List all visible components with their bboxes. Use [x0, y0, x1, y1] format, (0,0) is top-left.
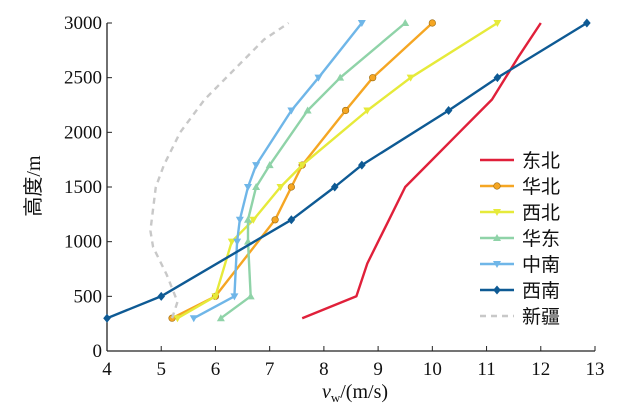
data-point-西南 — [493, 285, 501, 295]
x-tick-label: 13 — [586, 359, 605, 380]
data-point-西南 — [358, 160, 366, 170]
legend-label: 新疆 — [522, 306, 560, 328]
data-point-华东 — [216, 314, 225, 322]
series-华东 — [216, 19, 410, 322]
data-point-西北 — [173, 315, 182, 323]
y-tick-label: 2500 — [64, 68, 102, 89]
y-tick-label: 0 — [93, 341, 103, 362]
legend-item-西北: 西北 — [480, 202, 560, 224]
series-line-新疆 — [149, 22, 290, 319]
data-point-西北 — [406, 74, 415, 82]
data-point-华北 — [287, 183, 295, 191]
data-point-华东 — [493, 234, 501, 241]
data-point-华北 — [428, 19, 436, 27]
data-point-华东 — [252, 183, 261, 190]
data-point-中南 — [287, 107, 296, 115]
legend-label: 西北 — [522, 202, 560, 224]
series-line-西北 — [176, 21, 499, 320]
data-point-西北 — [249, 216, 258, 224]
series-西南 — [103, 18, 591, 323]
series-东北 — [301, 22, 542, 320]
legend-label: 华北 — [522, 176, 560, 198]
legend-item-东北: 东北 — [480, 150, 560, 172]
data-point-华东 — [243, 215, 252, 223]
data-point-西南 — [583, 18, 591, 28]
x-tick-label: 5 — [156, 359, 166, 380]
data-point-华北 — [271, 216, 279, 224]
legend-item-西南: 西南 — [480, 280, 560, 302]
legend-item-华东: 华东 — [480, 228, 560, 250]
data-point-华东 — [336, 73, 345, 81]
data-point-中南 — [357, 20, 366, 27]
y-tick-label: 500 — [74, 286, 103, 307]
series-layer — [103, 18, 591, 323]
x-tick-label: 10 — [423, 359, 442, 380]
data-point-中南 — [314, 74, 323, 82]
data-point-中南 — [243, 184, 252, 191]
y-axis-label: 高度/m — [22, 155, 45, 217]
x-tick-label: 6 — [211, 359, 221, 380]
data-point-中南 — [230, 293, 239, 301]
series-华北 — [168, 19, 436, 322]
series-中南 — [189, 20, 366, 323]
legend-label: 中南 — [522, 254, 560, 276]
data-point-西北 — [276, 184, 285, 191]
series-line-中南 — [193, 22, 363, 320]
legend-label: 东北 — [522, 150, 560, 172]
data-point-西北 — [493, 209, 501, 216]
data-point-华北 — [493, 182, 501, 190]
data-point-西南 — [444, 105, 453, 115]
series-新疆 — [149, 22, 290, 319]
data-point-西北 — [363, 107, 372, 115]
data-point-华北 — [369, 74, 377, 82]
data-point-西南 — [103, 313, 111, 323]
x-tick-label: 9 — [373, 359, 383, 380]
data-point-华东 — [246, 292, 255, 300]
axes: 4 5 6 7 8 9 10 11 12 13 0 500 1000 1500 2000 2500 3000 — [64, 13, 605, 380]
x-tick-label: 7 — [265, 359, 275, 380]
data-point-中南 — [233, 238, 242, 246]
legend-item-华北: 华北 — [480, 176, 560, 198]
series-line-华东 — [220, 22, 406, 320]
x-axis-label: vw/(m/s) — [322, 381, 388, 405]
data-point-中南 — [252, 162, 261, 170]
y-tick-label: 3000 — [64, 13, 102, 34]
series-西北 — [173, 20, 502, 323]
data-point-西北 — [493, 20, 502, 27]
data-point-华北 — [341, 106, 350, 115]
x-tick-label: 4 — [102, 359, 112, 380]
data-point-西北 — [227, 238, 236, 246]
data-point-西北 — [211, 293, 220, 301]
y-tick-label: 1000 — [64, 232, 102, 253]
series-line-西南 — [106, 21, 588, 320]
data-point-西北 — [298, 162, 307, 170]
data-point-西南 — [157, 291, 166, 301]
series-line-华北 — [171, 22, 434, 320]
series-line-东北 — [301, 22, 542, 320]
y-tick-label: 2000 — [64, 122, 102, 143]
data-point-中南 — [235, 216, 244, 224]
legend-label: 华东 — [522, 228, 560, 250]
legend-item-中南: 中南 — [480, 254, 560, 276]
data-point-华东 — [303, 106, 312, 114]
data-point-西南 — [493, 73, 502, 83]
x-tick-label: 11 — [477, 359, 495, 380]
data-point-中南 — [189, 315, 198, 323]
x-tick-label: 12 — [531, 359, 550, 380]
legend-label: 西南 — [522, 280, 560, 302]
x-tick-label: 8 — [319, 359, 329, 380]
data-point-西南 — [330, 182, 339, 192]
data-point-华东 — [265, 161, 274, 169]
legend-item-新疆: 新疆 — [480, 306, 560, 328]
data-point-西南 — [287, 215, 296, 225]
data-point-中南 — [493, 261, 501, 268]
data-point-华东 — [401, 19, 410, 26]
y-tick-label: 1500 — [64, 177, 102, 198]
